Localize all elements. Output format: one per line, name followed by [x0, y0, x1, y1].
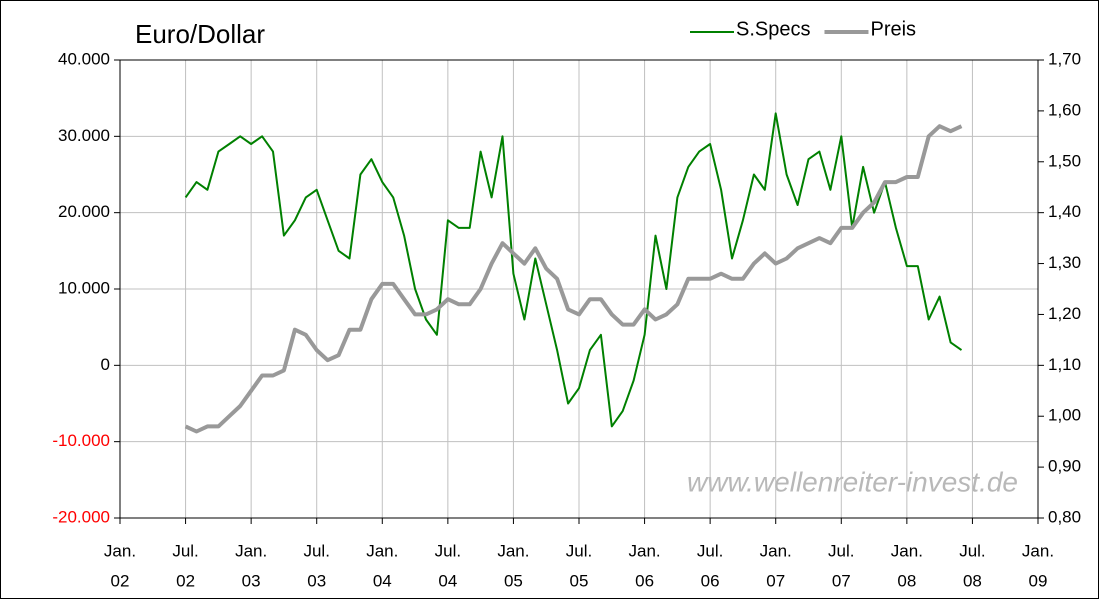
x-tick-label: 06	[701, 571, 720, 590]
x-tick-label: 04	[438, 571, 457, 590]
x-tick-label: Jan.	[629, 541, 661, 560]
y2-tick-label: 1,30	[1048, 253, 1081, 272]
watermark: www.wellenreiter-invest.de	[687, 466, 1018, 497]
x-tick-label: 02	[111, 571, 130, 590]
x-tick-label: 09	[1029, 571, 1048, 590]
x-tick-label: Jul.	[435, 541, 461, 560]
x-tick-label: Jan.	[104, 541, 136, 560]
y2-tick-label: 1,60	[1048, 100, 1081, 119]
y2-tick-label: 1,50	[1048, 151, 1081, 170]
x-tick-label: 08	[963, 571, 982, 590]
x-tick-label: Jul.	[303, 541, 329, 560]
x-tick-label: 07	[766, 571, 785, 590]
x-tick-label: Jul.	[566, 541, 592, 560]
x-tick-label: 04	[373, 571, 392, 590]
x-tick-label: 07	[832, 571, 851, 590]
x-tick-label: 02	[176, 571, 195, 590]
x-tick-label: 05	[504, 571, 523, 590]
x-tick-label: Jan.	[1022, 541, 1054, 560]
x-tick-label: Jan.	[497, 541, 529, 560]
y2-tick-label: 1,70	[1048, 49, 1081, 68]
x-tick-label: Jan.	[760, 541, 792, 560]
y-tick-label: 0	[101, 355, 110, 374]
series-line	[184, 124, 963, 434]
y-tick-label: -20.000	[52, 507, 110, 526]
x-tick-label: 03	[242, 571, 261, 590]
y-tick-label: 30.000	[58, 126, 110, 145]
x-tick-label: Jul.	[697, 541, 723, 560]
y2-tick-label: 1,10	[1048, 355, 1081, 374]
x-tick-label: Jan.	[891, 541, 923, 560]
x-tick-label: Jan.	[366, 541, 398, 560]
x-tick-label: 06	[635, 571, 654, 590]
legend-label: S.Specs	[736, 18, 810, 40]
plot-area	[119, 59, 1039, 519]
y-tick-label: 20.000	[58, 202, 110, 221]
x-tick-label: Jul.	[959, 541, 985, 560]
y2-tick-label: 0,80	[1048, 507, 1081, 526]
x-tick-label: Jan.	[235, 541, 267, 560]
y-tick-label: 40.000	[58, 49, 110, 68]
y-tick-label: 10.000	[58, 278, 110, 297]
series-line	[184, 112, 963, 428]
x-tick-label: 03	[307, 571, 326, 590]
y2-tick-label: 1,40	[1048, 202, 1081, 221]
y2-tick-label: 1,20	[1048, 304, 1081, 323]
chart-title: Euro/Dollar	[135, 19, 265, 49]
y2-tick-label: 0,90	[1048, 457, 1081, 476]
x-tick-label: 08	[897, 571, 916, 590]
x-tick-label: Jul.	[172, 541, 198, 560]
y-tick-label: -10.000	[52, 431, 110, 450]
y2-tick-label: 1,00	[1048, 406, 1081, 425]
legend-label: Preis	[870, 18, 916, 40]
x-tick-label: 05	[570, 571, 589, 590]
x-tick-label: Jul.	[828, 541, 854, 560]
